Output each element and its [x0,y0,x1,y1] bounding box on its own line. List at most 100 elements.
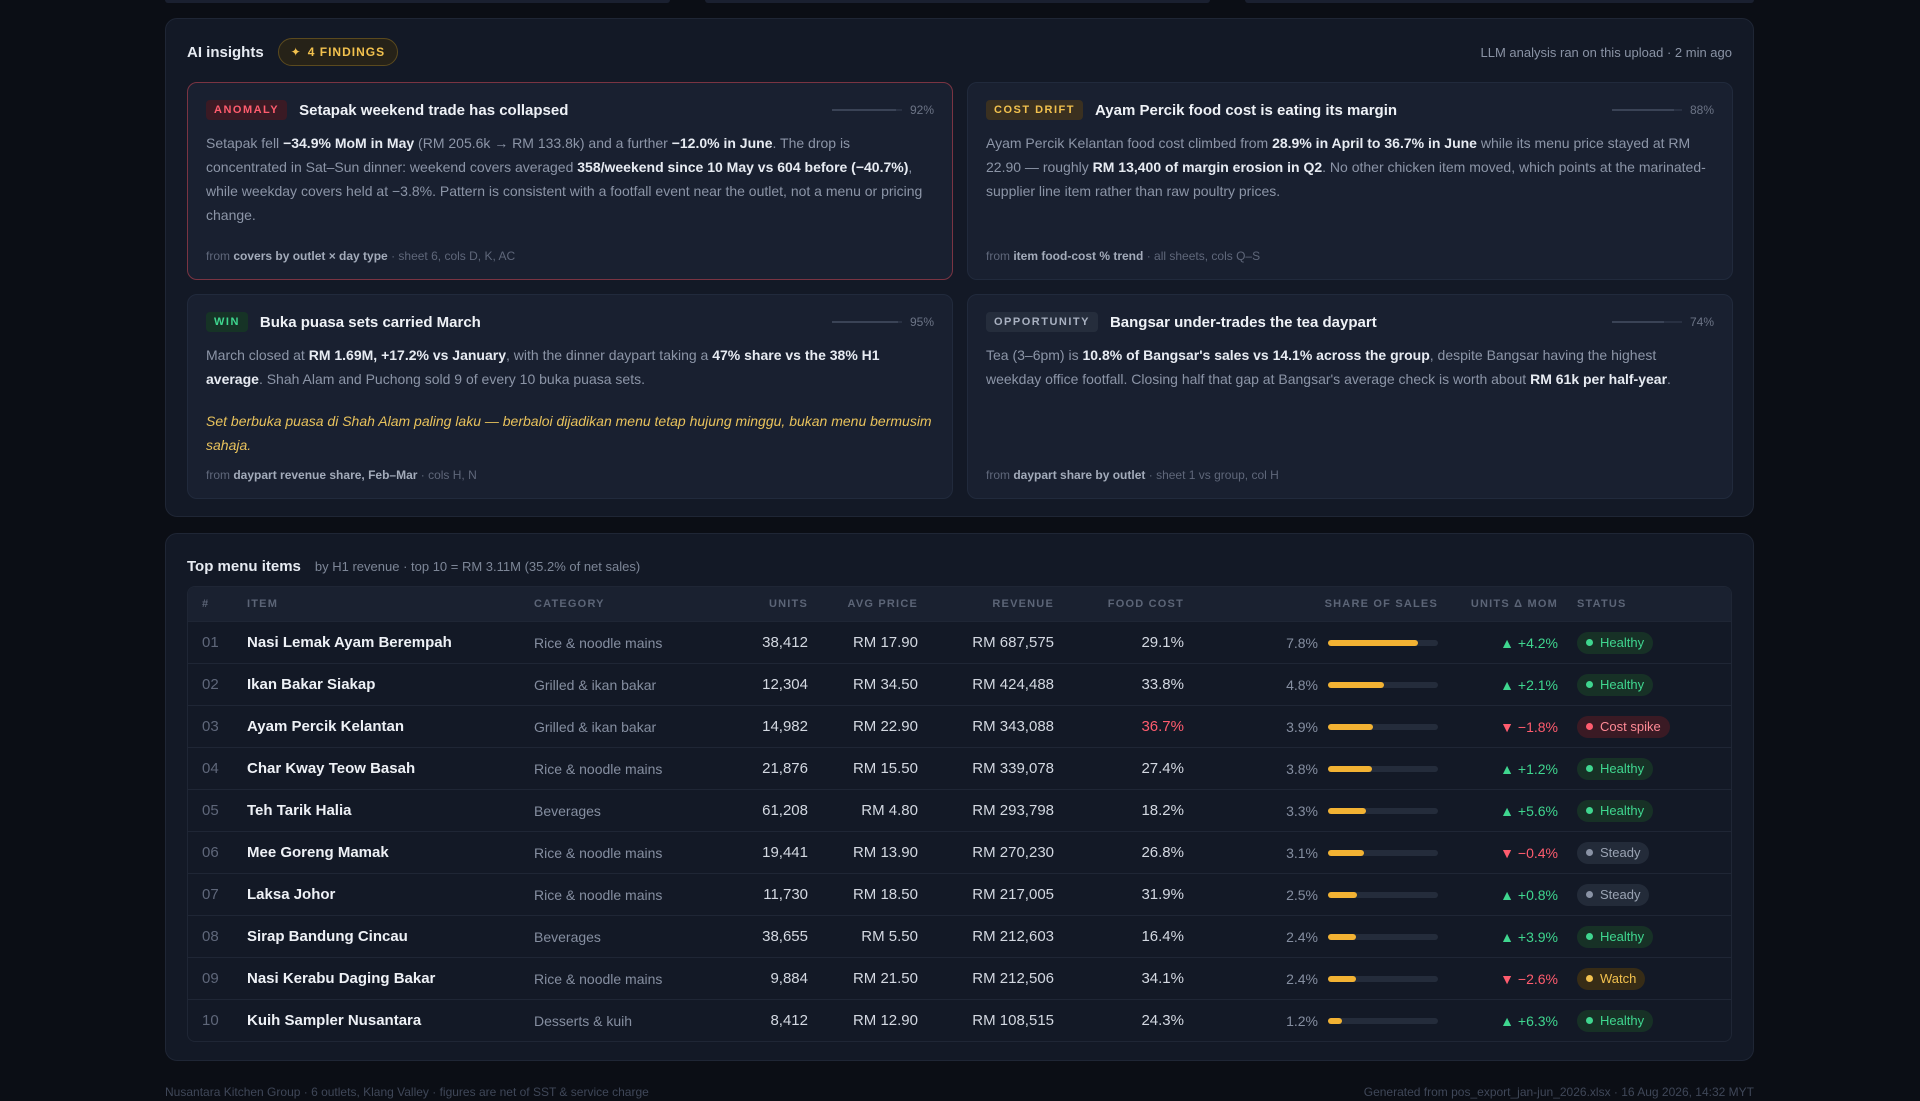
insight-body: March closed at RM 1.69M, +17.2% vs Janu… [206,347,880,387]
insight-source[interactable]: from covers by outlet × day type · sheet… [206,249,516,263]
table-row[interactable]: 06 Mee Goreng Mamak Rice & noodle mains 19,… [188,831,1731,873]
insight-card[interactable]: COST DRIFT Ayam Percik food cost is eati… [967,82,1733,280]
share-bar-fill [1328,807,1367,814]
col-food-cost[interactable]: FOOD COST [1107,598,1184,610]
insight-card[interactable]: ANOMALY Setapak weekend trade has collap… [187,82,953,280]
status-dot-icon [1586,765,1593,772]
table-body: 01 Nasi Lemak Ayam Berempah Rice & noodle … [188,621,1731,1041]
row-item-name: Kuih Sampler Nusantara [247,1012,422,1029]
table-row[interactable]: 01 Nasi Lemak Ayam Berempah Rice & noodle … [188,621,1731,663]
insight-title: Buka puasa sets carried March [259,313,481,331]
row-revenue: RM 270,230 [972,844,1054,861]
insight-card[interactable]: WIN Buka puasa sets carried March 95% Ma… [187,294,953,499]
status-label: Healthy [1600,635,1645,650]
table-row[interactable]: 10 Kuih Sampler Nusantara Desserts & kuih 8… [188,999,1731,1041]
row-food-cost: 16.4% [1141,928,1184,945]
row-item-name: Ayam Percik Kelantan [247,718,405,735]
row-revenue: RM 687,575 [972,634,1054,651]
share-bar-fill [1328,639,1419,646]
status-badge[interactable]: Healthy [1577,631,1654,654]
share-bar-fill [1328,681,1384,688]
confidence-meter: 92% [831,103,934,117]
row-share: 3.1% [1218,832,1438,873]
row-units: 11,730 [763,886,808,903]
insight-source[interactable]: from item food-cost % trend · all sheets… [986,249,1261,263]
row-index: 08 [202,928,219,945]
status-badge[interactable]: Steady [1577,841,1650,864]
row-avg-price: RM 17.90 [852,634,918,651]
table-row[interactable]: 08 Sirap Bandung Cincau Beverages 38,655 RM … [188,915,1731,957]
row-units-mom: ▲ +2.1% [1500,676,1558,693]
table-row[interactable]: 05 Teh Tarik Halia Beverages 61,208 RM 4.80 R… [188,789,1731,831]
row-share: 2.4% [1218,958,1438,999]
col-item[interactable]: ITEM [247,598,279,610]
top-strips [165,0,1754,4]
row-units: 21,876 [762,760,808,777]
row-category: Desserts & kuih [534,1012,633,1029]
table-row[interactable]: 09 Nasi Kerabu Daging Bakar Rice & noodle … [188,957,1731,999]
insight-body: Ayam Percik Kelantan food cost climbed f… [986,135,1706,199]
share-bar-fill [1328,933,1356,940]
share-bar-fill [1328,891,1357,898]
row-category: Rice & noodle mains [534,634,663,651]
status-label: Watch [1600,971,1637,986]
col-share[interactable]: SHARE OF SALES [1324,598,1438,610]
col-revenue[interactable]: REVENUE [992,598,1054,610]
table-row[interactable]: 04 Char Kway Teow Basah Rice & noodle main… [188,747,1731,789]
insight-card[interactable]: OPPORTUNITY Bangsar under-trades the tea… [967,294,1733,499]
table-title: Top menu items [187,557,301,575]
row-share: 3.9% [1218,706,1438,747]
row-avg-price: RM 15.50 [852,760,918,777]
row-avg-price: RM 5.50 [861,928,918,945]
row-index: 01 [202,634,219,651]
status-dot-icon [1586,681,1593,688]
status-badge[interactable]: Healthy [1577,799,1654,822]
share-bar [1328,933,1438,940]
findings-pill[interactable]: ✦ 4 FINDINGS [277,38,399,66]
share-bar [1328,723,1438,730]
row-item-name: Nasi Kerabu Daging Bakar [247,970,436,987]
row-item-name: Ikan Bakar Siakap [247,676,376,693]
insight-source[interactable]: from daypart share by outlet · sheet 1 v… [986,468,1279,482]
status-label: Steady [1600,887,1641,902]
row-units: 14,982 [762,718,808,735]
row-food-cost: 24.3% [1141,1012,1184,1029]
share-percent: 3.8% [1286,760,1318,777]
col-avg-price[interactable]: AVG PRICE [847,598,918,610]
share-bar [1328,765,1438,772]
table-row[interactable]: 07 Laksa Johor Rice & noodle mains 11,730 RM… [188,873,1731,915]
insight-source[interactable]: from daypart revenue share, Feb–Mar · co… [206,468,477,482]
confidence-value: 74% [1689,315,1714,329]
status-badge[interactable]: Healthy [1577,757,1654,780]
row-revenue: RM 217,005 [972,886,1054,903]
col-units[interactable]: UNITS [769,598,808,610]
row-revenue: RM 343,088 [972,718,1054,735]
share-bar [1328,891,1438,898]
row-category: Beverages [534,802,601,819]
share-bar [1328,639,1438,646]
status-badge[interactable]: Watch [1577,967,1646,990]
status-dot-icon [1586,807,1593,814]
status-badge[interactable]: Healthy [1577,925,1654,948]
row-units: 8,412 [770,1012,808,1029]
row-food-cost: 29.1% [1141,634,1184,651]
row-avg-price: RM 18.50 [852,886,918,903]
col-category[interactable]: CATEGORY [534,598,605,610]
table-row[interactable]: 02 Ikan Bakar Siakap Grilled & ikan bakar 1… [188,663,1731,705]
row-food-cost: 26.8% [1141,844,1184,861]
row-units: 38,655 [762,928,808,945]
status-badge[interactable]: Cost spike [1577,715,1670,738]
col-status[interactable]: STATUS [1577,598,1627,610]
col-index[interactable]: # [202,598,210,610]
row-units-mom: ▲ +4.2% [1500,634,1558,651]
status-badge[interactable]: Healthy [1577,673,1654,696]
row-revenue: RM 339,078 [972,760,1054,777]
row-food-cost: 31.9% [1141,886,1184,903]
status-badge[interactable]: Healthy [1577,1009,1654,1032]
col-units-mom[interactable]: UNITS Δ MOM [1470,598,1558,610]
status-badge[interactable]: Steady [1577,883,1650,906]
insight-tag: WIN [206,312,248,332]
row-item-name: Nasi Lemak Ayam Berempah [247,634,452,651]
table-row[interactable]: 03 Ayam Percik Kelantan Grilled & ikan bak… [188,705,1731,747]
row-category: Beverages [534,928,601,945]
